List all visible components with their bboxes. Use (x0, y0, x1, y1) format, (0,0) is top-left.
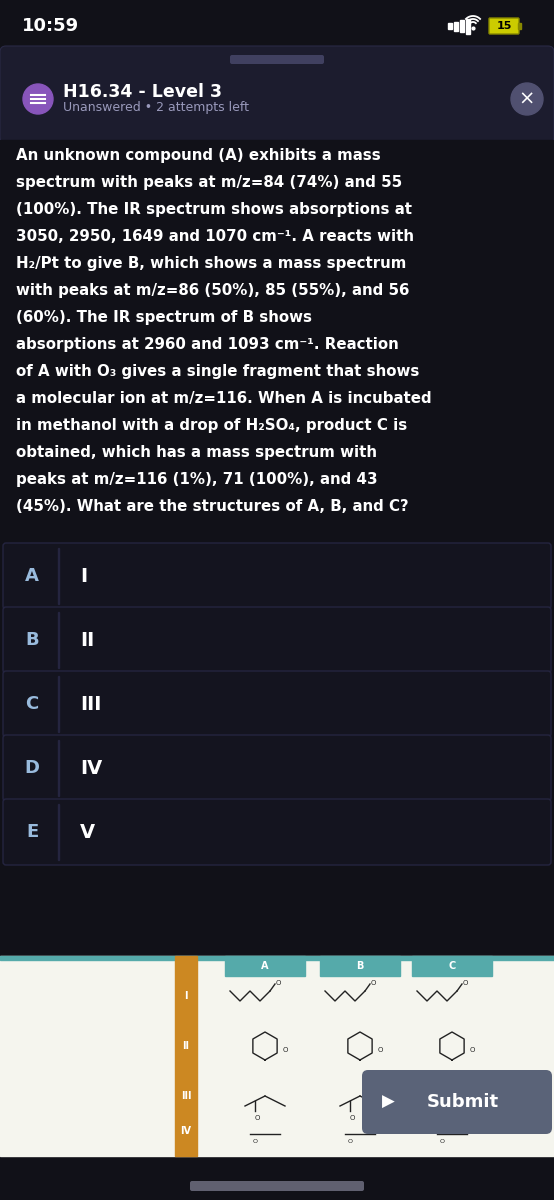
FancyBboxPatch shape (3, 799, 551, 865)
Text: II: II (80, 630, 94, 649)
Text: ▶: ▶ (382, 1093, 394, 1111)
Bar (58, 804, 59, 860)
Text: (100%). The IR spectrum shows absorptions at: (100%). The IR spectrum shows absorption… (16, 202, 412, 217)
Text: (45%). What are the structures of A, B, and C?: (45%). What are the structures of A, B, … (16, 499, 409, 514)
Text: 15: 15 (496, 20, 512, 31)
Text: II: II (182, 1040, 189, 1051)
FancyBboxPatch shape (230, 55, 324, 64)
Text: D: D (24, 758, 39, 778)
Text: H₂/Pt to give B, which shows a mass spectrum: H₂/Pt to give B, which shows a mass spec… (16, 256, 407, 271)
Text: IV: IV (80, 758, 102, 778)
Text: of A with O₃ gives a single fragment that shows: of A with O₃ gives a single fragment tha… (16, 364, 419, 379)
Text: spectrum with peaks at m/z=84 (74%) and 55: spectrum with peaks at m/z=84 (74%) and … (16, 175, 402, 190)
Text: I: I (80, 566, 87, 586)
Text: E: E (26, 823, 38, 841)
Text: O: O (442, 1115, 448, 1121)
Bar (58, 548, 59, 604)
Text: with peaks at m/z=86 (50%), 85 (55%), and 56: with peaks at m/z=86 (50%), 85 (55%), an… (16, 283, 409, 298)
Bar (58, 740, 59, 796)
Text: absorptions at 2960 and 1093 cm⁻¹. Reaction: absorptions at 2960 and 1093 cm⁻¹. React… (16, 337, 399, 352)
FancyBboxPatch shape (3, 734, 551, 802)
Text: V: V (80, 822, 95, 841)
Text: O: O (470, 1046, 475, 1054)
Text: O: O (463, 980, 468, 986)
Text: Submit: Submit (427, 1093, 499, 1111)
Text: O: O (255, 1115, 260, 1121)
Text: A: A (261, 961, 269, 971)
FancyBboxPatch shape (3, 671, 551, 737)
Text: I: I (184, 991, 188, 1001)
Bar (225, 956, 305, 976)
Bar (0, 956, 554, 1156)
Text: O: O (350, 1115, 355, 1121)
Bar (58, 676, 59, 732)
Text: An unknown compound (A) exhibits a mass: An unknown compound (A) exhibits a mass (16, 148, 381, 163)
Text: C: C (25, 695, 39, 713)
Text: O: O (371, 980, 376, 986)
Bar (412, 956, 492, 976)
Bar (0, 536, 554, 876)
Text: IV: IV (181, 1126, 192, 1136)
Bar (0, 140, 554, 548)
Bar (58, 612, 59, 668)
FancyBboxPatch shape (489, 18, 519, 34)
Text: peaks at m/z=116 (1%), 71 (100%), and 43: peaks at m/z=116 (1%), 71 (100%), and 43 (16, 472, 378, 487)
FancyBboxPatch shape (0, 46, 554, 143)
Text: O: O (253, 1139, 258, 1144)
Bar (320, 956, 400, 976)
Text: 10:59: 10:59 (22, 17, 79, 35)
Text: a molecular ion at m/z=116. When A is incubated: a molecular ion at m/z=116. When A is in… (16, 391, 432, 406)
Text: O: O (348, 1139, 353, 1144)
Text: III: III (181, 1091, 191, 1102)
Text: O: O (283, 1046, 289, 1054)
Text: C: C (448, 961, 455, 971)
Text: O: O (276, 980, 281, 986)
Text: B: B (356, 961, 363, 971)
Bar (0, 0, 554, 44)
Text: A: A (25, 566, 39, 584)
Bar (466, 18, 470, 34)
Text: in methanol with a drop of H₂SO₄, product C is: in methanol with a drop of H₂SO₄, produc… (16, 418, 407, 433)
Bar (454, 22, 458, 30)
Bar (460, 20, 464, 32)
FancyBboxPatch shape (190, 1181, 364, 1190)
Text: Unanswered • 2 attempts left: Unanswered • 2 attempts left (63, 102, 249, 114)
FancyBboxPatch shape (3, 607, 551, 673)
Bar (0, 956, 554, 960)
Text: B: B (25, 631, 39, 649)
Text: (60%). The IR spectrum of B shows: (60%). The IR spectrum of B shows (16, 310, 312, 325)
Bar (175, 956, 197, 1156)
Text: obtained, which has a mass spectrum with: obtained, which has a mass spectrum with (16, 445, 377, 460)
Bar (448, 23, 452, 29)
Text: ×: × (519, 90, 535, 108)
Text: III: III (80, 695, 101, 714)
Text: O: O (440, 1139, 445, 1144)
Text: O: O (378, 1046, 383, 1054)
Text: H16.34 - Level 3: H16.34 - Level 3 (63, 83, 222, 101)
Bar (518, 23, 521, 29)
FancyBboxPatch shape (3, 542, 551, 608)
Circle shape (511, 83, 543, 115)
Text: 3050, 2950, 1649 and 1070 cm⁻¹. A reacts with: 3050, 2950, 1649 and 1070 cm⁻¹. A reacts… (16, 229, 414, 244)
FancyBboxPatch shape (362, 1070, 552, 1134)
Circle shape (23, 84, 53, 114)
